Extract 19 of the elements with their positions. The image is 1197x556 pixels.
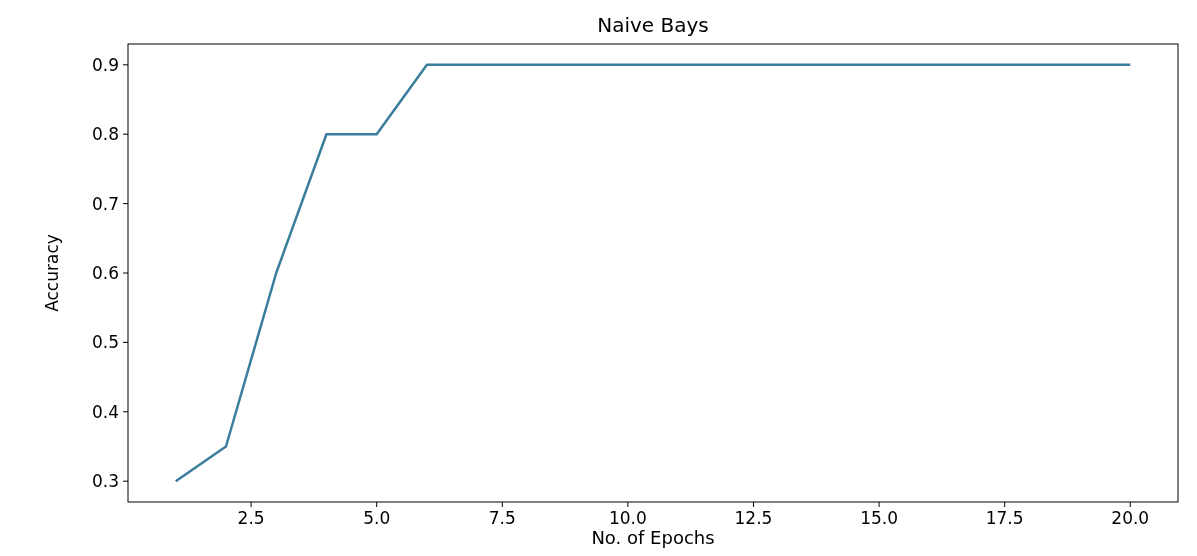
y-tick-label: 0.5 [91, 332, 119, 353]
y-tick-label: 0.6 [91, 262, 119, 283]
x-tick-label: 20.0 [1111, 508, 1150, 528]
y-tick-label: 0.9 [91, 54, 119, 75]
x-tick-label: 15.0 [860, 508, 899, 528]
y-tick-label: 0.4 [91, 401, 119, 422]
line-series [174, 63, 1132, 483]
y-tick-label: 0.7 [91, 193, 119, 214]
x-axis-title: No. of Epochs [591, 527, 715, 548]
chart-title: Naive Bays [597, 13, 709, 37]
y-tick-label: 0.3 [91, 471, 119, 492]
y-tick-label: 0.8 [91, 124, 119, 145]
x-tick-label: 2.5 [237, 508, 265, 528]
x-tick-label: 12.5 [734, 508, 773, 528]
x-tick-label: 17.5 [985, 508, 1024, 528]
x-tick-label: 7.5 [488, 508, 516, 528]
x-tick-label: 10.0 [608, 508, 647, 528]
x-tick-label: 5.0 [363, 508, 391, 528]
y-axis-title: Accuracy [42, 234, 62, 312]
